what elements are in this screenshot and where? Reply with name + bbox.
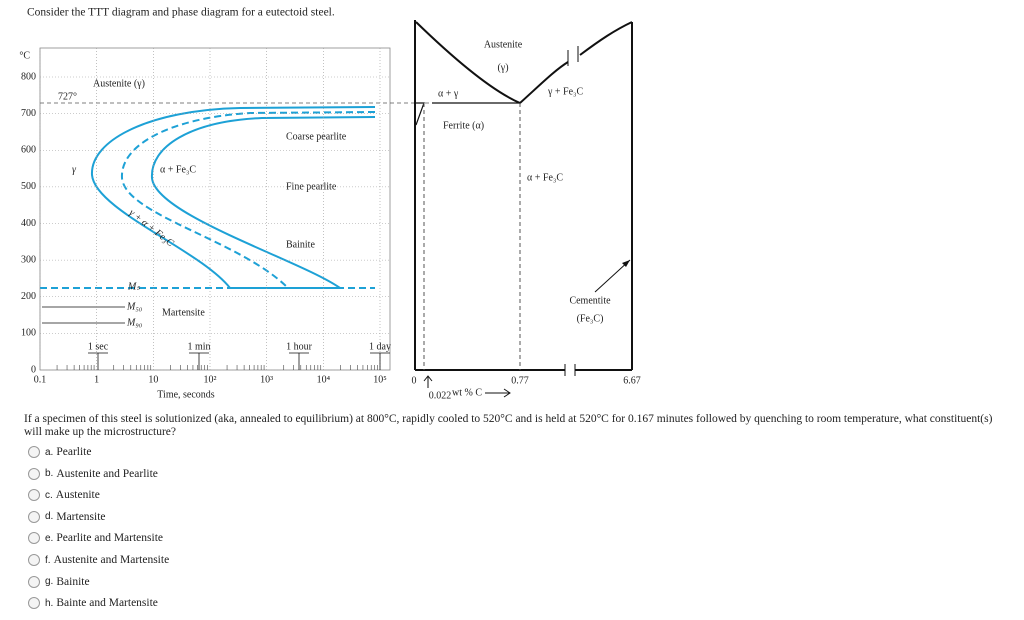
alpha-fe3c: α + Fe₃C	[527, 172, 563, 183]
radio-button[interactable]	[28, 554, 40, 566]
m50-label: M₅₀	[126, 301, 143, 312]
option[interactable]: g. Bainite	[28, 575, 90, 588]
option-text: Martensite	[56, 510, 106, 523]
ferrite-arrow	[423, 375, 433, 388]
x-tick-label: 10⁵	[373, 374, 387, 385]
y-tick-label: 700	[21, 108, 36, 119]
time-mark-label: 1 min	[187, 341, 210, 352]
radio-button[interactable]	[28, 467, 40, 480]
ferrite-label: Ferrite (α)	[443, 120, 484, 131]
ttt-diagram: °C 727° Austenite (γ) Coarse pearlite γ …	[19, 47, 432, 400]
radio-button[interactable]	[28, 575, 40, 588]
gamma-label: (γ)	[497, 62, 508, 73]
gamma-fe3c: γ + Fe₃C	[547, 86, 584, 97]
alpha-gamma: α + γ	[438, 88, 459, 99]
radio-button[interactable]	[28, 446, 40, 458]
x-tick-label: 10	[148, 374, 158, 385]
option-letter: g.	[45, 576, 54, 588]
phase-diagram: Austenite (γ) α + γ γ + Fe₃C Ferrite (α)…	[412, 20, 641, 401]
prompt: Consider the TTT diagram and phase diagr…	[27, 7, 335, 19]
finish-curve	[150, 116, 376, 289]
x-tick-label: 6.67	[623, 375, 641, 386]
option-letter: d.	[45, 511, 54, 523]
time-mark-label: 1 day	[369, 341, 391, 352]
eutectoid-label: 727°	[58, 91, 77, 102]
wt-arrow	[485, 388, 511, 398]
fe3c-label: (Fe₃C)	[577, 313, 604, 324]
ms-label: Mₛ	[127, 281, 140, 292]
option-letter: b.	[45, 468, 54, 480]
radio-button[interactable]	[28, 510, 40, 523]
pointer	[594, 259, 631, 293]
time-mark-label: 1 hour	[286, 341, 313, 352]
option-text: Austenite	[55, 489, 100, 502]
pointer-head	[622, 260, 630, 267]
ferrite-boundary	[415, 102, 425, 126]
time-mark-label: 1 sec	[88, 341, 109, 352]
alpha-fe3c-label: α + Fe₃C	[160, 164, 196, 175]
option[interactable]: c. Austenite	[28, 489, 100, 502]
acm-line	[519, 61, 569, 104]
mixed-label: γ + α + Fe₃C	[127, 208, 176, 250]
radio-button[interactable]	[28, 597, 40, 610]
cementite-label: Cementite	[569, 295, 611, 306]
gamma-label: γ	[72, 164, 77, 175]
x-tick-label: 0.77	[511, 375, 529, 386]
x-tick-label: 10⁴	[317, 374, 331, 385]
option[interactable]: b. Austenite and Pearlite	[28, 467, 158, 480]
option[interactable]: h. Bainte and Martensite	[28, 597, 158, 610]
option-text: Bainte and Martensite	[56, 597, 158, 610]
option[interactable]: a. Pearlite	[28, 446, 91, 458]
plot-frame	[39, 47, 391, 371]
option-text: Austenite and Pearlite	[56, 467, 158, 480]
option-text: Bainite	[56, 575, 90, 588]
y-tick-label: 400	[21, 218, 36, 229]
austenite-label: Austenite	[484, 39, 523, 50]
martensite-label: Martensite	[162, 307, 205, 318]
y-tick-label: 800	[21, 71, 36, 82]
option-letter: e.	[45, 532, 54, 544]
option-letter: h.	[45, 597, 54, 609]
radio-button[interactable]	[28, 532, 40, 545]
option-text: Pearlite and Martensite	[56, 532, 163, 545]
a3-line	[415, 21, 521, 104]
option-letter: c.	[45, 489, 53, 501]
option-text: Pearlite	[56, 446, 92, 458]
x-tick-label: 0.1	[34, 374, 47, 385]
option[interactable]: e. Pearlite and Martensite	[28, 532, 163, 545]
m90-label: M₉₀	[126, 317, 143, 328]
y-tick-label: 300	[21, 254, 36, 265]
bainite-label: Bainite	[286, 239, 315, 250]
x-tick-label: 10³	[260, 374, 273, 385]
fine-pearlite: Fine pearlite	[286, 181, 337, 192]
y-tick-label: 500	[21, 181, 36, 192]
y-tick-label: 0	[31, 364, 36, 375]
y-tick-label: 600	[21, 145, 36, 156]
coarse-pearlite: Coarse pearlite	[286, 131, 347, 142]
x-tick-label: 0.022	[429, 390, 452, 401]
question-text: If a specimen of this steel is solutioni…	[24, 413, 993, 438]
half-curve	[120, 111, 376, 289]
option-letter: f.	[45, 554, 51, 566]
x-tick-label: 1	[94, 374, 99, 385]
figures: Consider the TTT diagram and phase diagr…	[19, 7, 641, 402]
acm-line	[579, 21, 633, 56]
x-tick-label: 10²	[204, 374, 217, 385]
start-curve	[90, 106, 376, 289]
option[interactable]: f. Austenite and Martensite	[28, 554, 169, 566]
y-unit: °C	[19, 50, 30, 61]
y-tick-label: 100	[21, 328, 36, 339]
x-axis-label: Time, seconds	[157, 389, 215, 400]
x-tick-label: 0	[412, 375, 417, 386]
x-axis-label: wt % C	[452, 387, 482, 398]
option[interactable]: d. Martensite	[28, 510, 106, 523]
option-text: Austenite and Martensite	[53, 554, 170, 566]
radio-button[interactable]	[28, 489, 40, 502]
austenite-label: Austenite (γ)	[93, 78, 145, 89]
option-letter: a.	[45, 446, 54, 458]
y-tick-label: 200	[21, 291, 36, 302]
